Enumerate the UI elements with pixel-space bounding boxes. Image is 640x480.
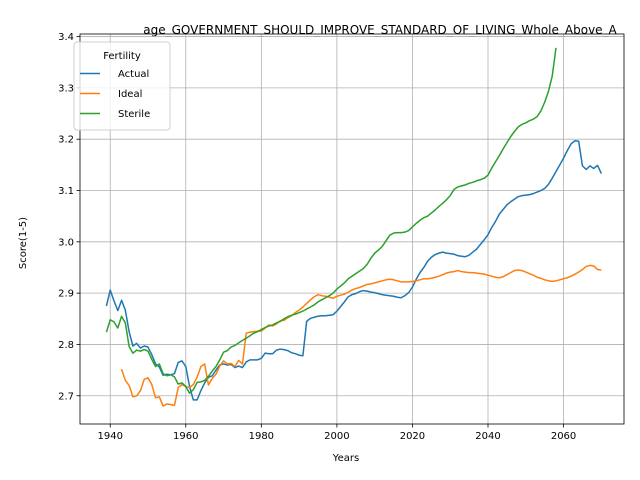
y-tick-label: 3.0: [58, 237, 74, 248]
series-line-sterile: [105, 47, 557, 394]
legend-label-sterile: Sterile: [118, 109, 150, 120]
legend-label-actual: Actual: [118, 69, 149, 80]
legend: Fertility Actual Ideal Sterile: [73, 41, 171, 131]
legend-title: Fertility: [103, 51, 141, 62]
plot-area: [105, 47, 603, 407]
axes: 1940 1960 1980 2000 2020 2040 2060 2.7 2.8 2.9 3.0…: [58, 32, 625, 442]
y-tick-label: 2.7: [58, 391, 74, 402]
series-line-ideal: [120, 264, 602, 407]
y-axis-label: Score(1-5): [18, 217, 29, 269]
x-tick-label: 2000: [324, 431, 349, 442]
y-tick-label: 3.4: [58, 32, 74, 43]
legend-label-ideal: Ideal: [118, 89, 142, 100]
axes-frame: [79, 33, 625, 425]
y-tick-label: 3.1: [58, 186, 74, 197]
x-tick-label: 2040: [475, 431, 500, 442]
x-tick-label: 1980: [249, 431, 274, 442]
y-tick-label: 3.2: [58, 135, 74, 146]
y-tick-label: 3.3: [58, 83, 74, 94]
x-tick-label: 2060: [551, 431, 576, 442]
x-tick-label: 1960: [173, 431, 198, 442]
x-axis-label: Years: [332, 453, 359, 464]
x-tick-label: 2020: [400, 431, 425, 442]
y-tick-label: 2.8: [58, 340, 74, 351]
x-tick-label: 1940: [97, 431, 122, 442]
legend-box: [73, 41, 171, 131]
series-line-actual: [105, 139, 603, 401]
y-tick-label: 2.9: [58, 289, 74, 300]
chart-title: age_GOVERNMENT_SHOULD_IMPROVE_STANDARD_O…: [143, 23, 617, 37]
grid: [80, 34, 624, 424]
